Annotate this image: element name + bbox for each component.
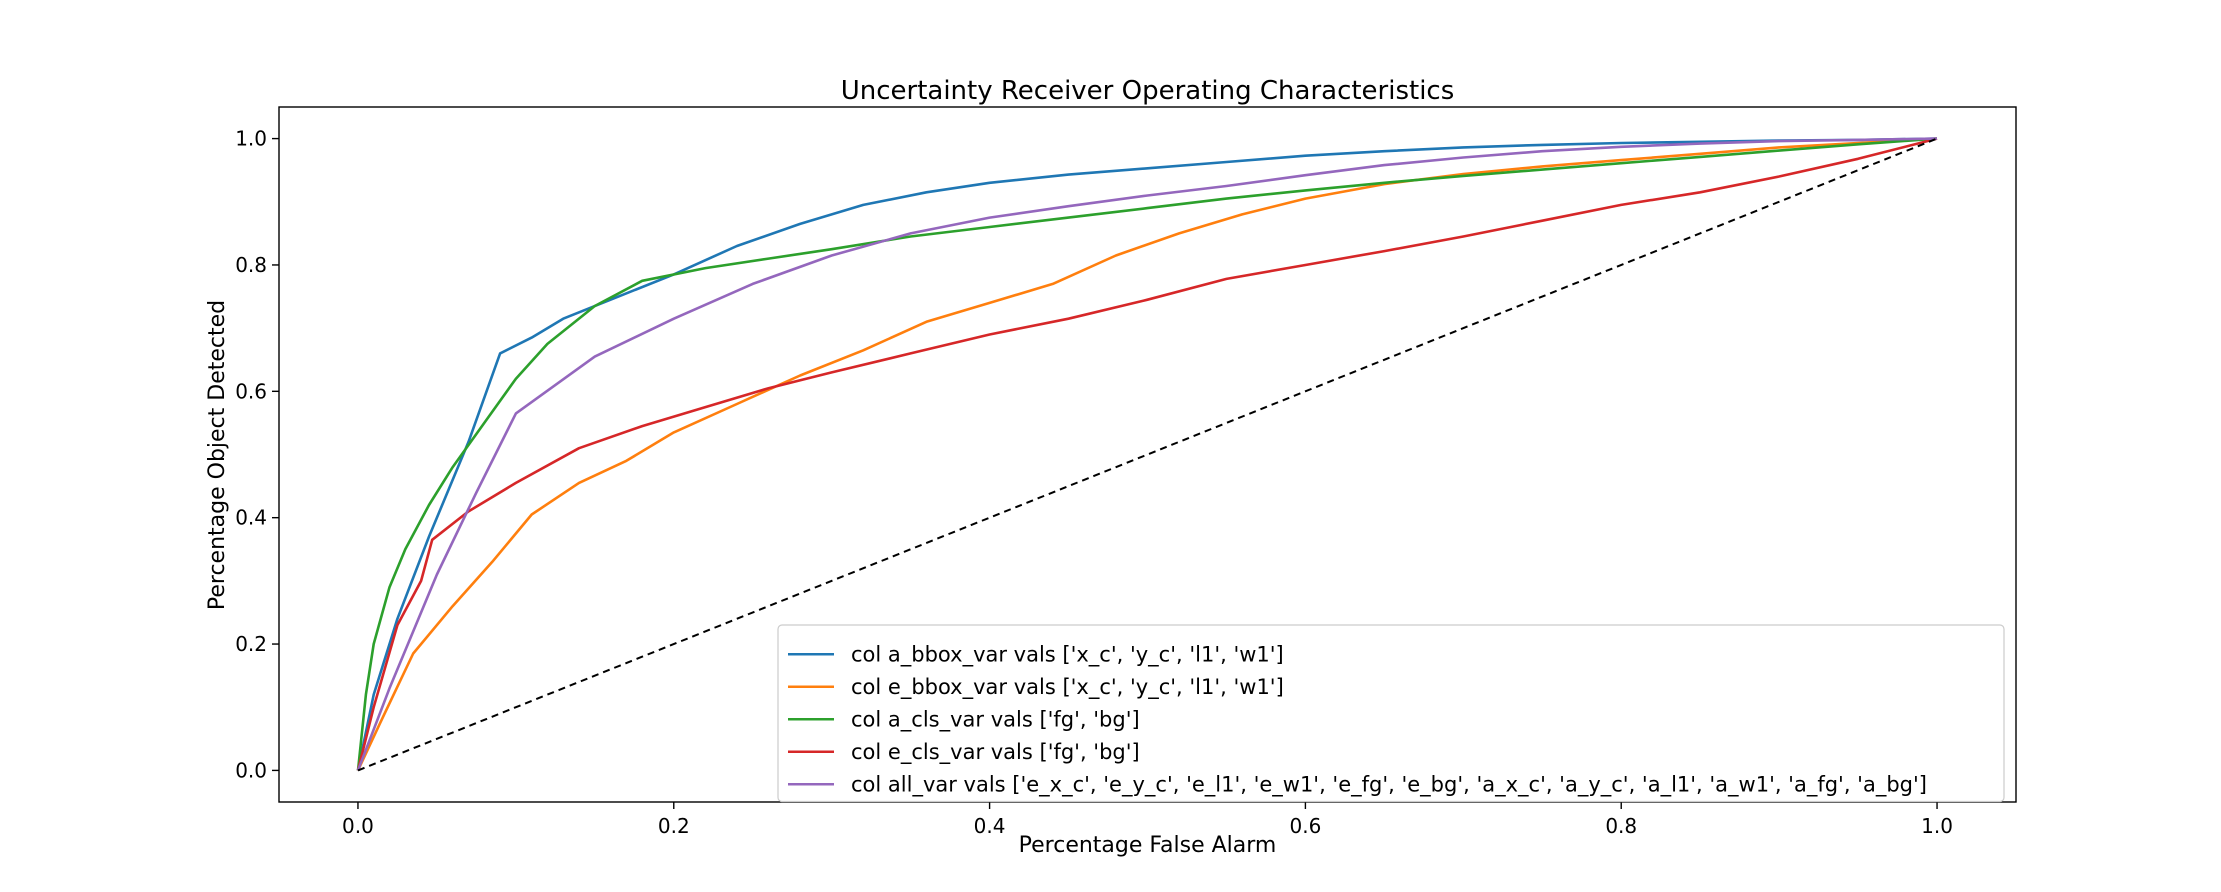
series-line-0 — [356, 137, 1938, 771]
y-axis-label: Percentage Object Detected — [205, 300, 230, 610]
x-tick-label: 0.4 — [974, 814, 1006, 838]
legend-box — [777, 624, 2005, 803]
x-axis-label: Percentage False Alarm — [1019, 833, 1277, 858]
y-tick-label: 0.8 — [235, 253, 267, 277]
series-line-2 — [356, 137, 1938, 771]
legend-label-0: col a_bbox_var vals ['x_c', 'y_c', 'l1',… — [851, 642, 1284, 667]
series-line-1 — [356, 137, 1938, 771]
x-tick-label: 0.2 — [658, 814, 690, 838]
chance-diagonal-line — [357, 137, 1938, 772]
x-tick-label: 0.8 — [1605, 814, 1637, 838]
legend-label-2: col a_cls_var vals ['fg', 'bg'] — [851, 707, 1140, 732]
y-tick-label: 0.6 — [235, 379, 267, 403]
x-tick-label: 0.6 — [1290, 814, 1322, 838]
chart-title: Uncertainty Receiver Operating Character… — [841, 76, 1455, 106]
legend-label-1: col e_bbox_var vals ['x_c', 'y_c', 'l1',… — [851, 675, 1284, 700]
legend-label-4: col all_var vals ['e_x_c', 'e_y_c', 'e_l… — [851, 772, 1927, 797]
y-tick-label: 1.0 — [235, 127, 267, 151]
series-line-3 — [356, 137, 1938, 771]
legend: col a_bbox_var vals ['x_c', 'y_c', 'l1',… — [777, 624, 2005, 803]
legend-label-3: col e_cls_var vals ['fg', 'bg'] — [851, 740, 1140, 765]
plot-area: 0.0 0.2 0.4 0.6 0.8 1.0 0.0 0.2 0.4 0.6 0.8 1.0 — [235, 106, 2017, 838]
y-tick-label: 0.4 — [235, 506, 267, 530]
x-tick-label: 0.0 — [342, 814, 374, 838]
y-tick-label: 0.2 — [235, 632, 267, 656]
y-tick-label: 0.0 — [235, 758, 267, 782]
x-tick-label: 1.0 — [1921, 814, 1953, 838]
series-line-4 — [356, 137, 1938, 771]
